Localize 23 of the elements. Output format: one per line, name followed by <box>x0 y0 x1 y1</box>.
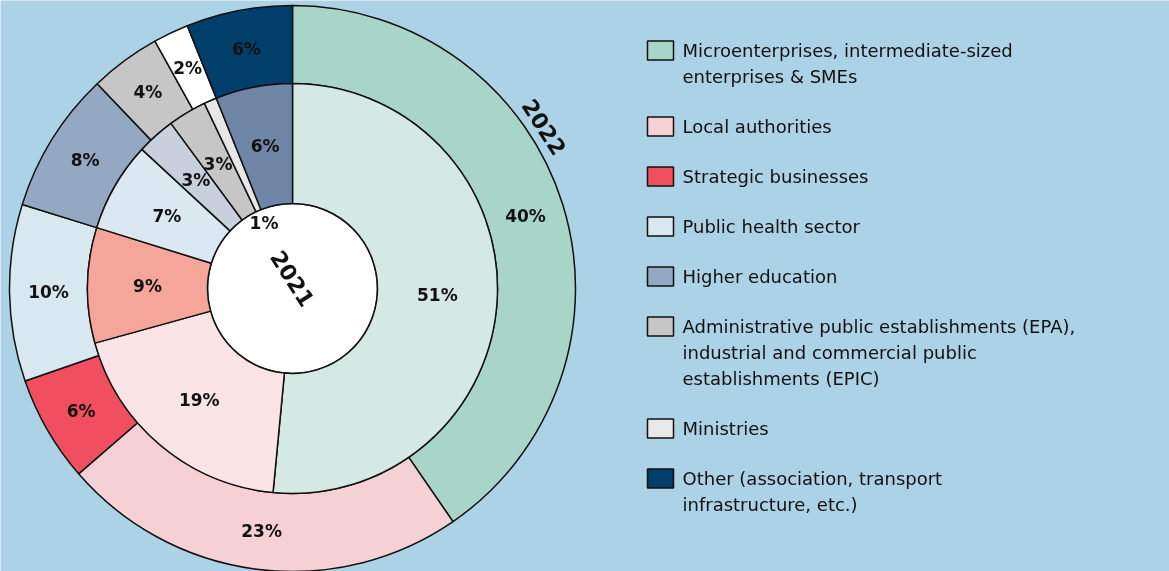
legend-label: Other (association, transport infrastructure, etc.) <box>682 468 943 515</box>
data-label: 7% <box>152 206 182 226</box>
legend-label: Strategic businesses <box>682 166 869 187</box>
legend-label: Administrative public establishments (EPA), industrial and commercial public establishments (EPIC) <box>682 316 1076 389</box>
data-label: 10% <box>28 282 69 303</box>
legend-label: Local authorities <box>682 116 832 137</box>
data-label: 51% <box>416 285 458 306</box>
data-label: 19% <box>178 389 220 410</box>
legend-label: Public health sector <box>682 216 861 237</box>
legend-label: Higher education <box>682 266 838 287</box>
data-label: 6% <box>66 400 96 421</box>
data-label: 2% <box>173 58 203 79</box>
legend-label: Microenterprises, intermediate-sized enterprises & SMEs <box>682 40 1013 87</box>
data-label: 8% <box>70 149 100 170</box>
legend-label: Ministries <box>682 418 769 439</box>
data-label: 4% <box>133 82 163 103</box>
data-label: 6% <box>250 136 280 157</box>
data-label: 23% <box>241 520 282 541</box>
data-label: 40% <box>505 206 546 227</box>
data-label: 6% <box>231 38 261 59</box>
data-label: 9% <box>133 276 162 297</box>
data-label: 3% <box>181 170 211 191</box>
data-label: 1% <box>249 213 279 234</box>
